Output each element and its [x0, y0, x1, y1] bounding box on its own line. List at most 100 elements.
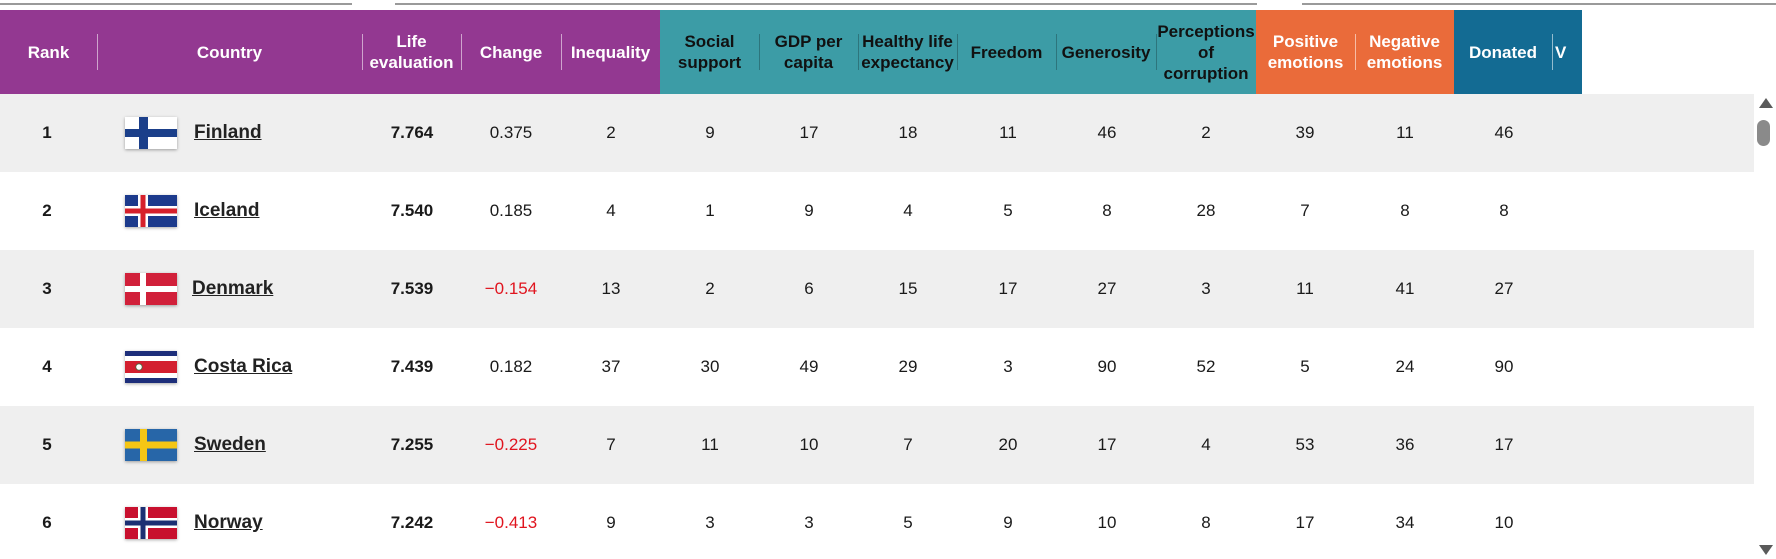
- cell-corruption: 28: [1196, 201, 1216, 220]
- column-header-life[interactable]: Life evaluation: [362, 10, 461, 94]
- header-separator: [97, 34, 98, 70]
- cell-positive: 17: [1295, 513, 1315, 532]
- header-separator: [1355, 34, 1356, 70]
- table-row[interactable]: 2 7.540 0.185 4 1 9 4 5 8 28 7 8 8 Iceland: [0, 172, 1754, 250]
- cell-gdp: 9: [804, 201, 814, 220]
- cell-change: −0.154: [484, 279, 538, 298]
- column-header-healthy[interactable]: Healthy life expectancy: [858, 10, 957, 94]
- cell-change: −0.225: [484, 435, 538, 454]
- cell-freedom: 20: [998, 435, 1018, 454]
- cell-negative: 8: [1400, 201, 1410, 220]
- table-header: Rank Country Life evaluation Change Inequali…: [0, 10, 1754, 94]
- scroll-down-arrow-icon[interactable]: [1759, 545, 1773, 555]
- cell-positive: 7: [1300, 201, 1310, 220]
- sweden-flag-icon: [125, 429, 177, 461]
- cell-generosity: 17: [1097, 435, 1117, 454]
- column-header-corruption[interactable]: Perceptions of corruption: [1156, 10, 1256, 94]
- column-header-rank[interactable]: Rank: [0, 10, 97, 94]
- cell-donated: 46: [1494, 123, 1514, 142]
- cell-gdp: 49: [799, 357, 819, 376]
- scroll-up-arrow-icon[interactable]: [1759, 98, 1773, 108]
- cell-corruption: 52: [1196, 357, 1216, 376]
- cell-positive: 5: [1300, 357, 1310, 376]
- table-row[interactable]: 1 7.764 0.375 2 9 17 18 11 46 2 39 11 46 Finland: [0, 94, 1754, 172]
- cell-social: 9: [705, 123, 715, 142]
- table-row[interactable]: 3 7.539 −0.154 13 2 6 15 17 27 3 11 41 27 Denmark: [0, 250, 1754, 328]
- header-separator: [1552, 34, 1553, 70]
- column-header-positive[interactable]: Positive emotions: [1256, 10, 1355, 94]
- country-link[interactable]: Sweden: [194, 434, 266, 455]
- cell-gdp: 17: [799, 123, 819, 142]
- cell-life: 7.764: [390, 123, 434, 142]
- cell-healthy: 18: [898, 123, 918, 142]
- country-link[interactable]: Norway: [194, 512, 263, 533]
- cell-generosity: 90: [1097, 357, 1117, 376]
- cell-donated: 8: [1499, 201, 1509, 220]
- cell-gdp: 3: [804, 513, 814, 532]
- cell-change: −0.413: [484, 513, 538, 532]
- cell-healthy: 7: [903, 435, 913, 454]
- column-header-freedom[interactable]: Freedom: [957, 10, 1056, 94]
- norway-flag-icon: [125, 507, 177, 539]
- cell-change: 0.375: [489, 123, 533, 142]
- header-separator: [1056, 34, 1057, 70]
- cell-negative: 24: [1395, 357, 1415, 376]
- cell-inequality: 37: [601, 357, 621, 376]
- country-link[interactable]: Finland: [194, 122, 262, 143]
- header-separator: [858, 34, 859, 70]
- cell-positive: 53: [1295, 435, 1315, 454]
- cell-gdp: 10: [799, 435, 819, 454]
- column-header-donated[interactable]: Donated: [1454, 10, 1552, 94]
- header-separator: [1156, 34, 1157, 70]
- table-row[interactable]: 6 7.242 −0.413 9 3 3 5 9 10 8 17 34 10 Norway: [0, 484, 1754, 559]
- cell-corruption: 3: [1201, 279, 1211, 298]
- header-separator: [957, 34, 958, 70]
- cell-change: 0.185: [489, 201, 533, 220]
- country-link[interactable]: Costa Rica: [194, 356, 293, 377]
- column-header-change[interactable]: Change: [461, 10, 561, 94]
- cell-freedom: 17: [998, 279, 1018, 298]
- cell-positive: 39: [1295, 123, 1315, 142]
- cell-life: 7.242: [390, 513, 434, 532]
- scrollbar-thumb[interactable]: [1757, 120, 1770, 146]
- cell-rank: 2: [42, 201, 52, 220]
- column-header-generosity[interactable]: Generosity: [1056, 10, 1156, 94]
- cell-freedom: 9: [1003, 513, 1013, 532]
- cell-negative: 41: [1395, 279, 1415, 298]
- iceland-flag-icon: [125, 195, 177, 227]
- column-header-gdp[interactable]: GDP per capita: [759, 10, 858, 94]
- cell-change: 0.182: [489, 357, 533, 376]
- country-link[interactable]: Iceland: [194, 200, 260, 221]
- cell-rank: 6: [42, 513, 52, 532]
- column-header-negative[interactable]: Negative emotions: [1355, 10, 1454, 94]
- vertical-scrollbar[interactable]: [1754, 94, 1776, 559]
- cell-donated: 17: [1494, 435, 1514, 454]
- cell-donated: 27: [1494, 279, 1514, 298]
- top-divider-lines: [0, 0, 1776, 10]
- cell-social: 11: [701, 435, 719, 454]
- cell-freedom: 11: [999, 123, 1017, 142]
- denmark-flag-icon: [125, 273, 177, 305]
- cell-healthy: 29: [898, 357, 918, 376]
- costa-rica-flag-icon: [125, 351, 177, 383]
- cell-social: 30: [700, 357, 720, 376]
- column-header-volunteered[interactable]: V: [1552, 10, 1582, 94]
- cell-donated: 90: [1494, 357, 1514, 376]
- cell-freedom: 3: [1003, 357, 1013, 376]
- country-link[interactable]: Denmark: [192, 278, 274, 299]
- table-row[interactable]: 4 7.439 0.182 37 30 49 29 3 90 52 5 24 90 Costa Rica: [0, 328, 1754, 406]
- column-header-social[interactable]: Social support: [660, 10, 759, 94]
- cell-social: 2: [705, 279, 715, 298]
- cell-life: 7.539: [390, 279, 434, 298]
- column-header-inequality[interactable]: Inequality: [561, 10, 660, 94]
- cell-generosity: 10: [1097, 513, 1117, 532]
- header-separator: [561, 34, 562, 70]
- column-header-country[interactable]: Country: [97, 10, 362, 94]
- table-row[interactable]: 5 7.255 −0.225 7 11 10 7 20 17 4 53 36 17 Sweden: [0, 406, 1754, 484]
- cell-freedom: 5: [1003, 201, 1013, 220]
- cell-negative: 34: [1395, 513, 1415, 532]
- cell-negative: 36: [1395, 435, 1415, 454]
- header-separator: [759, 34, 760, 70]
- cell-social: 1: [705, 201, 715, 220]
- cell-gdp: 6: [804, 279, 814, 298]
